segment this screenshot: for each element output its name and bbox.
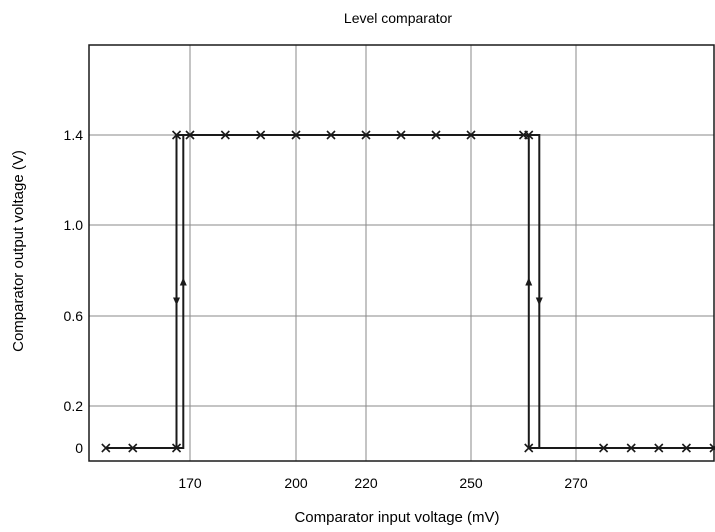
x-tick-label: 200 <box>284 475 308 491</box>
data-marker <box>256 130 266 140</box>
data-marker <box>626 443 636 453</box>
curve-left-up <box>105 135 185 449</box>
arrow-down-icon <box>173 297 181 306</box>
y-tick-label: 0 <box>75 440 83 456</box>
chart-title: Level comparator <box>344 10 453 26</box>
y-axis-label: Comparator output voltage (V) <box>10 150 27 352</box>
y-tick-labels: 0 0.2 0.6 1.0 1.4 <box>64 127 84 456</box>
data-marker <box>101 443 111 453</box>
curve-main <box>175 134 541 448</box>
data-marker <box>171 443 182 453</box>
arrow-down-icon <box>535 297 543 306</box>
data-marker <box>524 130 534 140</box>
y-tick-label: 1.0 <box>64 217 84 233</box>
data-marker <box>396 130 406 140</box>
x-tick-label: 170 <box>178 475 202 491</box>
arrows <box>173 277 543 306</box>
data-marker <box>220 130 230 140</box>
y-tick-label: 0.6 <box>64 308 84 324</box>
curve <box>105 134 714 449</box>
data-marker <box>431 130 441 140</box>
y-tick-label: 0.2 <box>64 398 84 414</box>
x-axis-label: Comparator input voltage (mV) <box>294 509 499 526</box>
data-marker <box>171 130 182 140</box>
data-marker <box>654 443 664 453</box>
arrow-up-icon <box>525 277 533 286</box>
x-tick-label: 250 <box>459 475 483 491</box>
markers <box>101 130 715 453</box>
x-tick-labels: 170 200 220 250 270 <box>178 475 588 491</box>
x-tick-label: 220 <box>354 475 378 491</box>
x-tick-label: 270 <box>564 475 588 491</box>
data-marker <box>599 443 609 453</box>
data-marker <box>466 130 476 140</box>
curve-right <box>527 135 714 449</box>
data-marker <box>524 443 534 453</box>
arrow-up-icon <box>179 277 187 286</box>
data-marker <box>291 130 301 140</box>
plot-frame <box>88 44 715 462</box>
data-marker <box>681 443 691 453</box>
data-marker <box>185 130 195 140</box>
data-marker <box>361 130 371 140</box>
data-marker <box>128 443 138 453</box>
y-tick-label: 1.4 <box>64 127 84 143</box>
data-marker <box>326 130 336 140</box>
